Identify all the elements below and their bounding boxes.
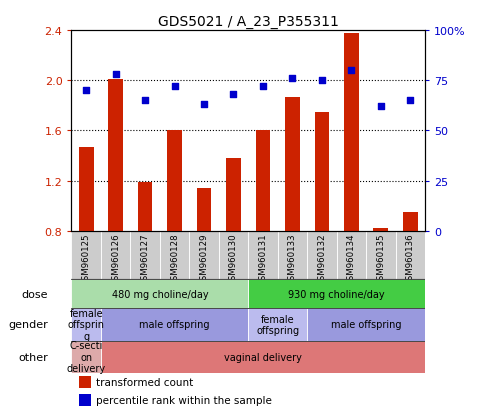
Text: GSM960128: GSM960128 xyxy=(170,233,179,285)
Text: GSM960136: GSM960136 xyxy=(406,233,415,285)
Text: GSM960129: GSM960129 xyxy=(200,233,209,285)
Text: GSM960134: GSM960134 xyxy=(347,233,356,285)
Bar xyxy=(71,309,101,341)
Text: GSM960130: GSM960130 xyxy=(229,233,238,285)
Bar xyxy=(101,309,248,341)
Text: gender: gender xyxy=(8,320,48,330)
Point xyxy=(82,88,90,95)
Point xyxy=(112,72,120,78)
Point xyxy=(200,102,208,109)
Bar xyxy=(337,231,366,279)
Point xyxy=(230,92,238,98)
Bar xyxy=(255,131,270,231)
Text: GSM960131: GSM960131 xyxy=(258,233,268,285)
Bar xyxy=(78,376,91,388)
Text: male offspring: male offspring xyxy=(331,320,401,330)
Bar xyxy=(395,231,425,279)
Text: vaginal delivery: vaginal delivery xyxy=(224,352,302,362)
Bar xyxy=(78,394,91,406)
Text: 930 mg choline/day: 930 mg choline/day xyxy=(288,289,385,299)
Bar xyxy=(71,279,248,309)
Title: GDS5021 / A_23_P355311: GDS5021 / A_23_P355311 xyxy=(158,14,339,28)
Point xyxy=(318,78,326,84)
Bar xyxy=(71,341,101,373)
Point xyxy=(406,98,414,104)
Bar xyxy=(108,80,123,231)
Point xyxy=(141,98,149,104)
Bar xyxy=(278,231,307,279)
Text: female
offsprin
g: female offsprin g xyxy=(68,308,105,341)
Text: GSM960125: GSM960125 xyxy=(82,233,91,285)
Text: GSM960133: GSM960133 xyxy=(288,233,297,285)
Point xyxy=(348,68,355,74)
Text: 480 mg choline/day: 480 mg choline/day xyxy=(111,289,208,299)
Bar xyxy=(366,231,395,279)
Point xyxy=(171,84,178,90)
Bar xyxy=(189,231,219,279)
Bar xyxy=(403,213,418,231)
Text: male offspring: male offspring xyxy=(140,320,210,330)
Bar xyxy=(344,33,359,231)
Text: transformed count: transformed count xyxy=(96,377,193,387)
Bar xyxy=(226,159,241,231)
Bar xyxy=(130,231,160,279)
Bar xyxy=(197,189,211,231)
Bar xyxy=(285,97,300,231)
Text: GSM960127: GSM960127 xyxy=(141,233,150,285)
Text: dose: dose xyxy=(21,289,48,299)
Bar xyxy=(71,231,101,279)
Bar xyxy=(167,131,182,231)
Text: female
offspring: female offspring xyxy=(256,314,299,335)
Point xyxy=(288,76,296,82)
Bar xyxy=(373,229,388,231)
Text: other: other xyxy=(18,352,48,362)
Bar xyxy=(160,231,189,279)
Bar xyxy=(307,231,337,279)
Text: C-secti
on
delivery: C-secti on delivery xyxy=(67,340,106,374)
Text: percentile rank within the sample: percentile rank within the sample xyxy=(96,395,272,405)
Bar xyxy=(138,183,152,231)
Point xyxy=(259,84,267,90)
Bar xyxy=(307,309,425,341)
Text: GSM960135: GSM960135 xyxy=(376,233,386,285)
Bar xyxy=(248,309,307,341)
Bar xyxy=(248,279,425,309)
Bar xyxy=(101,231,130,279)
Text: GSM960126: GSM960126 xyxy=(111,233,120,285)
Bar xyxy=(315,112,329,231)
Bar xyxy=(219,231,248,279)
Bar xyxy=(79,147,94,231)
Point xyxy=(377,104,385,110)
Bar xyxy=(248,231,278,279)
Text: GSM960132: GSM960132 xyxy=(317,233,326,285)
